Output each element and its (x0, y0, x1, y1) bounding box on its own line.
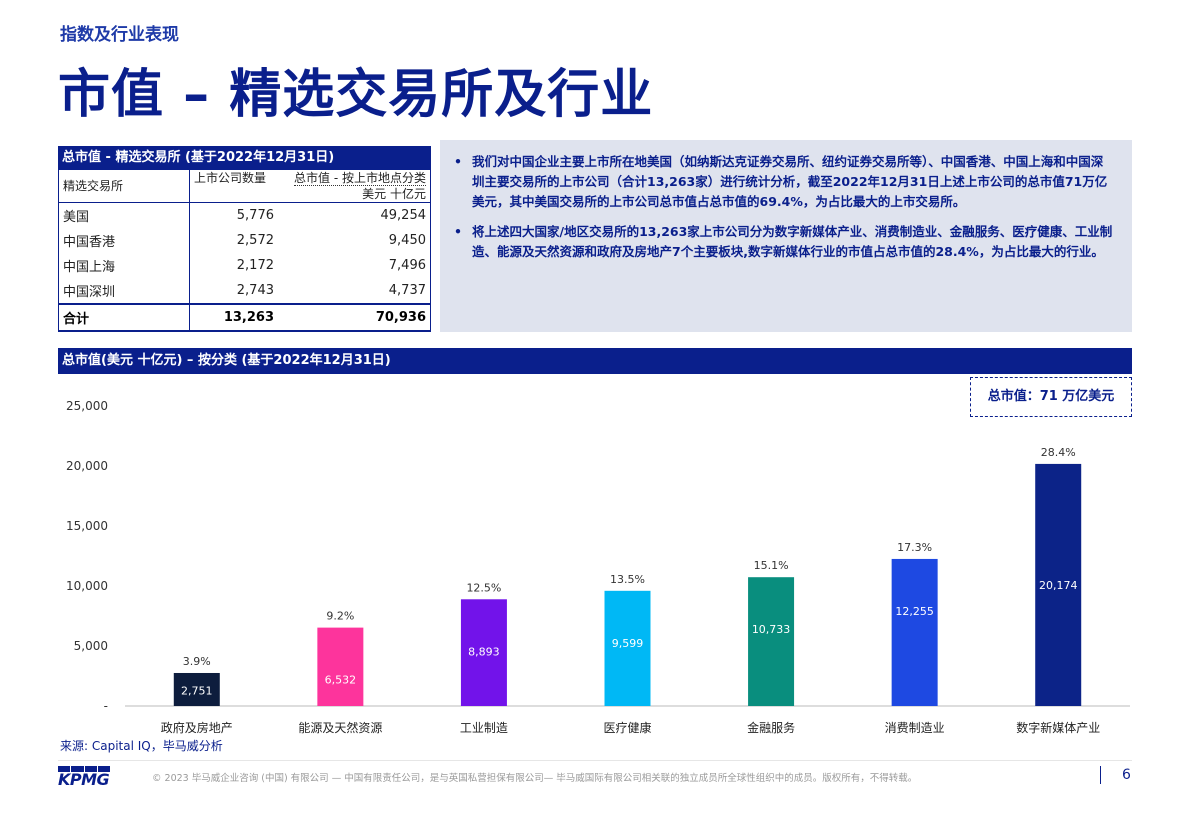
cell-cap: 4,737 (278, 278, 431, 304)
cell-count: 2,743 (236, 283, 274, 298)
bar-value-label: 10,733 (752, 623, 791, 636)
bar (891, 558, 938, 706)
kpmg-logo-boxes (58, 766, 110, 772)
cell-total-label: 合计 (58, 303, 190, 332)
table-row: 中国深圳 2,743 4,737 (58, 278, 431, 304)
cell-count: 2,172 (236, 258, 274, 273)
y-tick-label: - (104, 699, 108, 713)
cell-total-cap: 70,936 (278, 303, 431, 332)
x-tick-label: 能源及天然资源 (298, 720, 382, 735)
y-tick-label: 15,000 (66, 519, 108, 533)
note-text: 将上述四大国家/地区交易所的13,263家上市公司分为数字新媒体产业、消费制造业… (472, 224, 1113, 259)
bar-share-label: 15.1% (754, 559, 789, 572)
bar-share-label: 28.4% (1041, 446, 1076, 459)
cell-total-count: 13,263 (189, 303, 278, 332)
bar-share-label: 17.3% (897, 541, 932, 554)
exchange-table: 总市值 - 精选交易所 (基于2022年12月31日) 精选交易所 上市公司数量… (58, 146, 431, 332)
copyright-text: © 2023 毕马威企业咨询 (中国) 有限公司 — 中国有限责任公司，是与英国… (152, 773, 918, 784)
bar (604, 590, 651, 706)
y-tick-label: 25,000 (66, 399, 108, 413)
bar-share-label: 12.5% (466, 581, 501, 594)
bar-value-label: 8,893 (468, 645, 500, 658)
note-item: • 我们对中国企业主要上市所在地美国（如纳斯达克证券交易所、纽约证券交易所等）、… (452, 152, 1114, 212)
cell-count: 2,572 (236, 233, 274, 248)
page-title: 市值 – 精选交易所及行业 (58, 65, 654, 125)
page-number: 6 (1122, 767, 1131, 783)
bullet-icon: • (454, 224, 462, 239)
table-row: 美国 5,776 49,254 (58, 202, 431, 228)
bar (317, 627, 364, 706)
col-subheader-cap: 美元 十亿元 (278, 186, 431, 203)
y-tick-label: 5,000 (74, 639, 108, 653)
col-header-count: 上市公司数量 (194, 171, 267, 185)
x-tick-label: 数字新媒体产业 (1016, 720, 1100, 735)
kpmg-logo: KPMG (58, 770, 110, 789)
chart-header: 总市值(美元 十亿元) – 按分类 (基于2022年12月31日) (58, 348, 1132, 374)
cell-exchange: 中国香港 (58, 228, 190, 253)
bullet-icon: • (454, 154, 462, 169)
bar (748, 577, 795, 706)
cell-cap: 9,450 (278, 228, 431, 253)
cell-cap: 7,496 (278, 253, 431, 278)
bar-share-label: 13.5% (610, 573, 645, 586)
bar-share-label: 3.9% (183, 655, 211, 668)
bar-value-label: 9,599 (612, 637, 644, 650)
x-tick-label: 工业制造 (460, 721, 508, 735)
cell-exchange: 中国深圳 (58, 278, 190, 304)
footer-divider (58, 760, 1132, 761)
bar (1035, 463, 1082, 706)
y-tick-label: 20,000 (66, 459, 108, 473)
x-tick-label: 消费制造业 (885, 721, 945, 735)
cell-exchange: 美国 (58, 202, 190, 228)
source-note: 来源: Capital IQ，毕马威分析 (60, 739, 223, 753)
bar-value-label: 6,532 (325, 674, 357, 687)
x-tick-label: 医疗健康 (603, 720, 651, 735)
bar (173, 672, 220, 706)
cell-count: 5,776 (236, 208, 274, 223)
bar-value-label: 2,751 (181, 684, 213, 697)
note-item: • 将上述四大国家/地区交易所的13,263家上市公司分为数字新媒体产业、消费制… (452, 222, 1114, 262)
bar-share-label: 9.2% (326, 610, 354, 623)
page-divider (1100, 766, 1101, 784)
x-tick-label: 金融服务 (747, 720, 795, 735)
section-kicker: 指数及行业表现 (60, 25, 179, 45)
exchange-table-title: 总市值 - 精选交易所 (基于2022年12月31日) (58, 146, 431, 170)
notes-panel: • 我们对中国企业主要上市所在地美国（如纳斯达克证券交易所、纽约证券交易所等）、… (440, 140, 1132, 332)
table-total-row: 合计 13,263 70,936 (58, 303, 431, 332)
y-tick-label: 10,000 (66, 579, 108, 593)
cell-exchange: 中国上海 (58, 253, 190, 278)
col-header-cap: 总市值 - 按上市地点分类 (294, 171, 426, 186)
note-text: 我们对中国企业主要上市所在地美国（如纳斯达克证券交易所、纽约证券交易所等）、中国… (472, 154, 1108, 209)
bar-value-label: 12,255 (895, 605, 934, 618)
col-header-exchange: 精选交易所 (58, 170, 190, 203)
bar (460, 599, 507, 706)
table-row: 中国香港 2,572 9,450 (58, 228, 431, 253)
table-row: 中国上海 2,172 7,496 (58, 253, 431, 278)
bar-value-label: 20,174 (1039, 579, 1078, 592)
total-cap-callout: 总市值：71 万亿美元 (970, 377, 1132, 417)
x-tick-label: 政府及房地产 (161, 720, 233, 735)
cell-cap: 49,254 (278, 202, 431, 228)
